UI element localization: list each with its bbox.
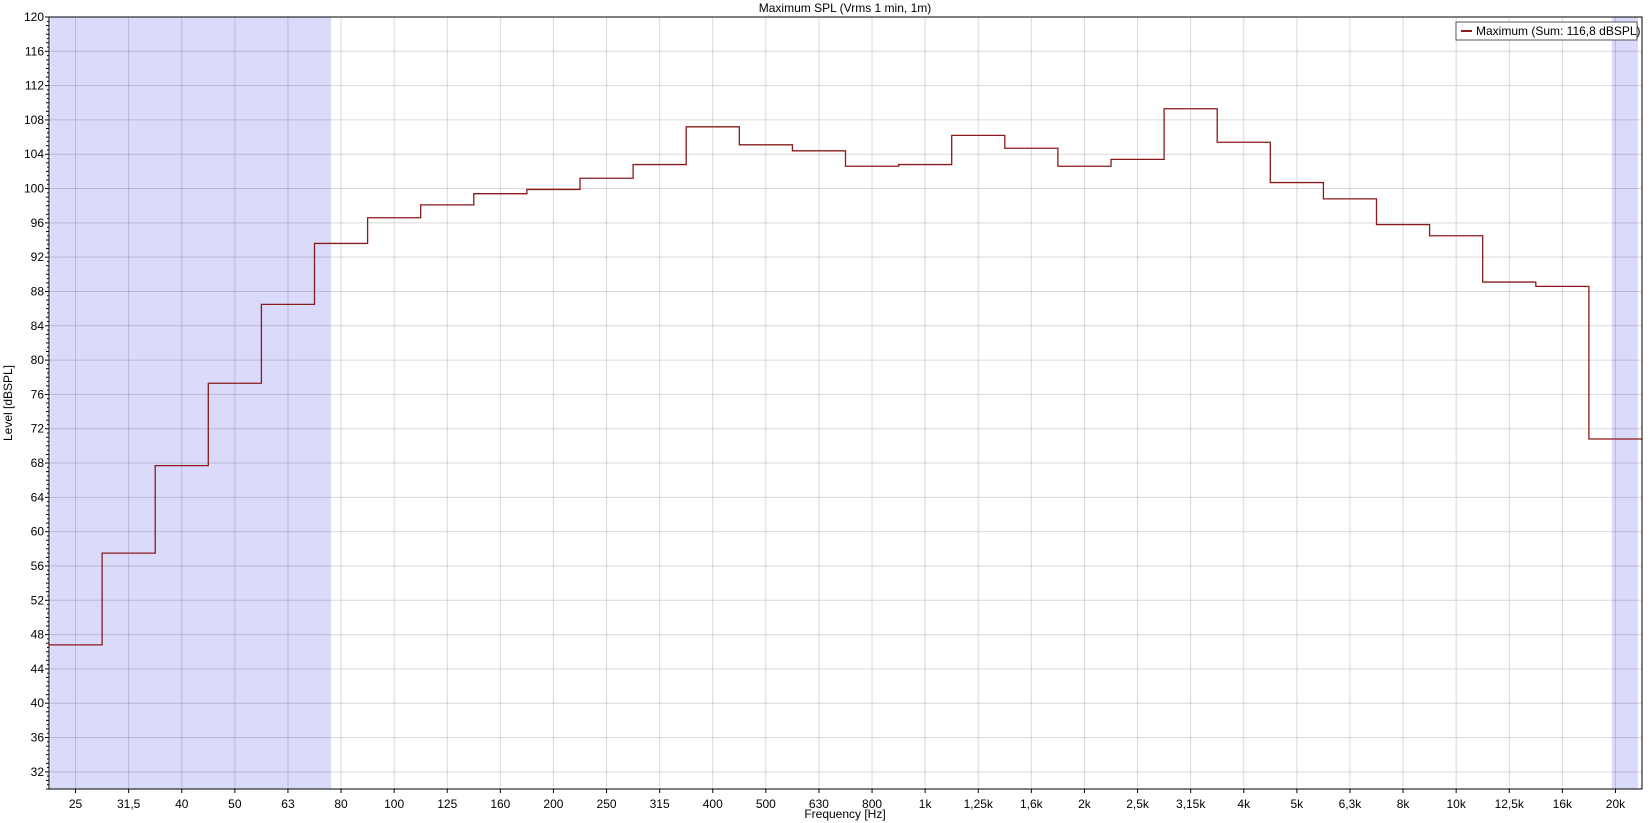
shaded-region	[1611, 17, 1638, 789]
x-tick-label: 800	[862, 797, 882, 811]
y-tick-label: 100	[24, 182, 44, 196]
x-tick-label: 31,5	[117, 797, 141, 811]
y-tick-label: 120	[24, 10, 44, 24]
y-tick-label: 108	[24, 113, 44, 127]
y-tick-label: 88	[31, 284, 45, 298]
x-tick-label: 1,6k	[1020, 797, 1044, 811]
x-tick-label: 50	[228, 797, 242, 811]
series-line-maximum	[49, 108, 1642, 646]
legend-box	[1455, 21, 1638, 41]
y-tick-label: 60	[31, 525, 45, 539]
x-tick-label: 160	[490, 797, 510, 811]
x-tick-label: 100	[384, 797, 404, 811]
y-axis-ticks: 32 36 40 44 48 52 56 60 64 68 72 76 80 84 88 92 96 100 104…	[24, 10, 49, 790]
y-tick-label: 40	[31, 696, 45, 710]
y-tick-label: 116	[25, 44, 44, 58]
x-tick-label: 80	[334, 797, 348, 811]
x-tick-label: 250	[597, 797, 617, 811]
y-tick-label: 76	[31, 387, 45, 401]
y-tick-label: 68	[31, 456, 45, 470]
x-tick-label: 1,25k	[964, 797, 994, 811]
legend: Maximum (Sum: 116,8 dBSPL)	[1455, 21, 1641, 41]
x-tick-label: 3,15k	[1176, 797, 1206, 811]
x-tick-label: 63	[281, 797, 295, 811]
y-tick-label: 44	[31, 662, 45, 676]
x-tick-label: 16k	[1553, 797, 1573, 811]
y-tick-label: 84	[31, 319, 45, 333]
y-tick-label: 48	[31, 628, 45, 642]
x-tick-label: 12,5k	[1495, 797, 1525, 811]
plot-frame	[48, 16, 1643, 790]
x-tick-label: 2,5k	[1126, 797, 1150, 811]
y-tick-label: 112	[25, 79, 44, 93]
grid	[49, 16, 1642, 789]
x-tick-label: 6,3k	[1339, 797, 1363, 811]
y-tick-label: 80	[31, 353, 45, 367]
chart-title: Maximum SPL (Vrms 1 min, 1m)	[759, 1, 931, 15]
y-tick-label: 72	[31, 422, 45, 436]
x-axis-ticks: 25 31,5 40 50 63 80 100 125 160 200 250 315 400 500 63…	[69, 789, 1626, 811]
x-tick-label: 315	[650, 797, 670, 811]
shaded-regions	[50, 17, 1638, 789]
y-axis-label: Level [dBSPL]	[1, 365, 15, 441]
x-tick-label: 2k	[1078, 797, 1092, 811]
x-tick-label: 20k	[1606, 797, 1626, 811]
y-tick-label: 36	[31, 731, 45, 745]
x-tick-label: 25	[69, 797, 83, 811]
x-axis-label: Frequency [Hz]	[804, 807, 885, 821]
x-tick-label: 500	[756, 797, 776, 811]
shaded-region	[50, 17, 332, 789]
y-tick-label: 56	[31, 559, 45, 573]
x-tick-label: 5k	[1291, 797, 1305, 811]
y-tick-label: 96	[31, 216, 45, 230]
x-tick-label: 400	[703, 797, 723, 811]
x-tick-label: 630	[809, 797, 829, 811]
x-tick-label: 8k	[1397, 797, 1411, 811]
x-tick-label: 200	[543, 797, 563, 811]
x-tick-label: 10k	[1446, 797, 1466, 811]
y-tick-label: 104	[24, 147, 44, 161]
y-tick-label: 52	[31, 593, 45, 607]
legend-label: Maximum (Sum: 116,8 dBSPL)	[1476, 24, 1641, 38]
x-tick-label: 4k	[1237, 797, 1251, 811]
y-tick-label: 32	[31, 765, 45, 779]
x-tick-label: 125	[437, 797, 457, 811]
x-tick-label: 40	[175, 797, 189, 811]
y-tick-label: 64	[31, 490, 45, 504]
x-tick-label: 1k	[919, 797, 933, 811]
y-tick-label: 92	[31, 250, 45, 264]
